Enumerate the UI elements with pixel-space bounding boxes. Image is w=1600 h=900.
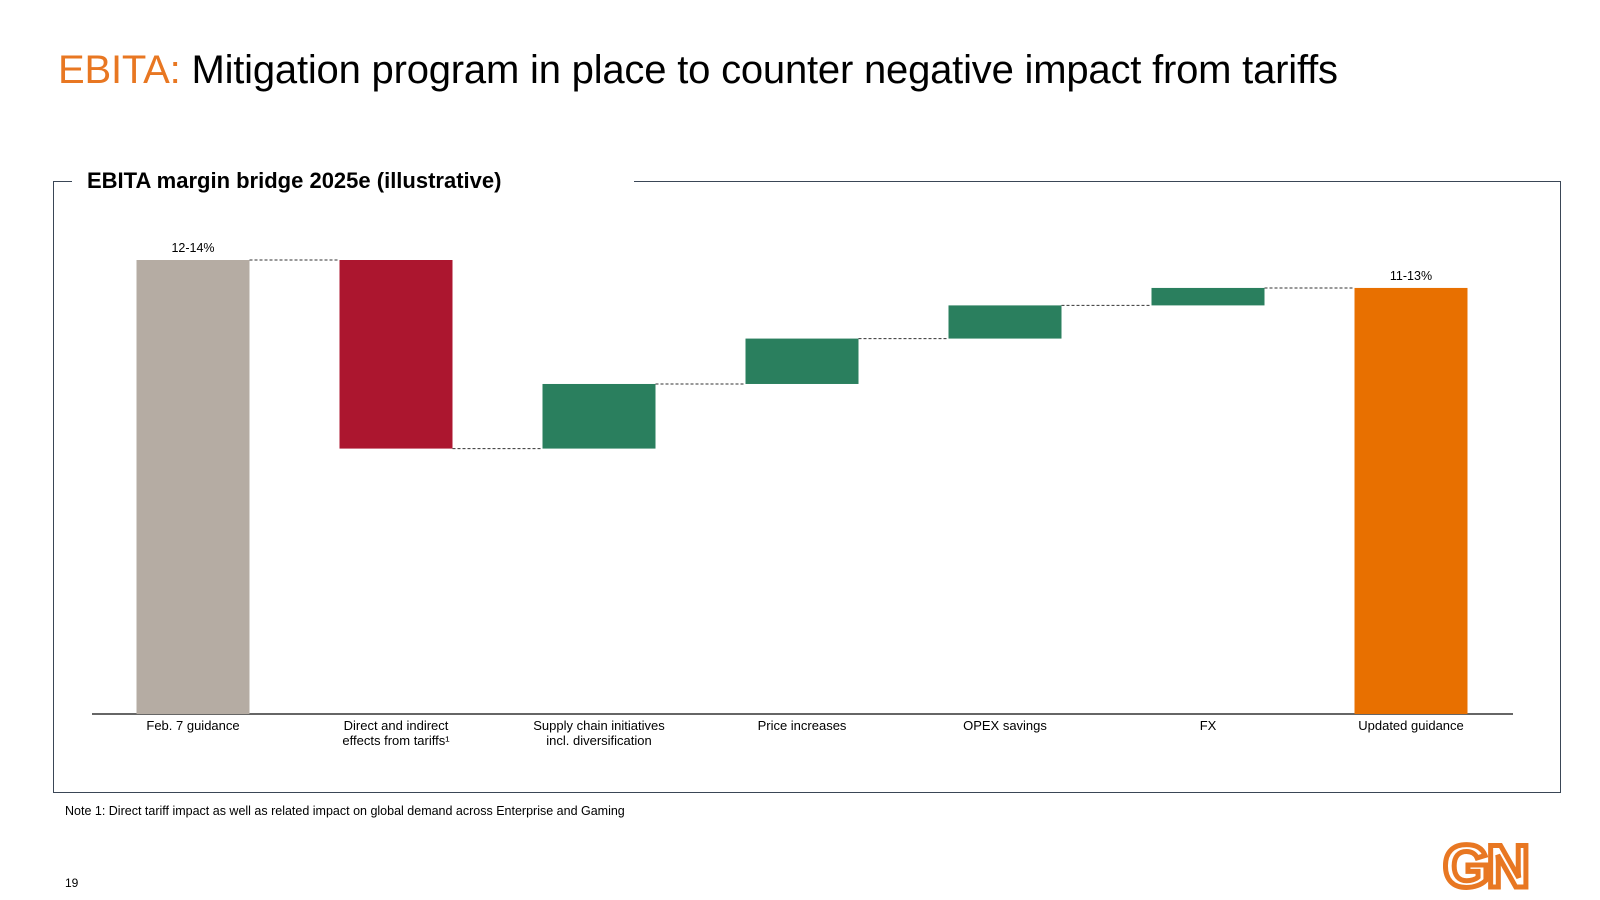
category-label: FX — [1200, 718, 1217, 733]
bar-5 — [948, 305, 1062, 339]
category-label: Price increases — [758, 718, 847, 733]
gn-logo: GN — [1443, 838, 1533, 894]
gn-logo-text: GN — [1443, 838, 1527, 894]
chart-frame — [53, 181, 1561, 793]
category-label: Direct and indirect effects from tariffs¹ — [342, 718, 450, 748]
title-accent: EBITA: — [58, 48, 181, 92]
bar-3 — [542, 383, 656, 449]
category-label: Feb. 7 guidance — [146, 718, 239, 733]
category-label: OPEX savings — [963, 718, 1047, 733]
category-label: Updated guidance — [1358, 718, 1464, 733]
category-label: Supply chain initiatives incl. diversific… — [533, 718, 665, 748]
bar-2 — [339, 260, 453, 449]
chart-title: EBITA margin bridge 2025e (illustrative) — [87, 168, 502, 193]
bar-4 — [745, 338, 859, 384]
data-label: 12-14% — [171, 241, 214, 255]
waterfall-chart: 12-14% Feb. 7 guidance Direct and indirect… — [92, 241, 1513, 748]
data-label: 11-13% — [1390, 269, 1432, 283]
bar-6 — [1151, 287, 1265, 306]
bar-7 — [1354, 287, 1468, 714]
title-text: Mitigation program in place to counter n… — [180, 48, 1338, 92]
bar-1 — [136, 260, 250, 714]
frame-title-gap — [72, 174, 634, 188]
footnote: Note 1: Direct tariff impact as well as … — [65, 804, 625, 818]
page-number: 19 — [65, 876, 79, 890]
page-title: EBITA: Mitigation program in place to co… — [58, 48, 1338, 93]
